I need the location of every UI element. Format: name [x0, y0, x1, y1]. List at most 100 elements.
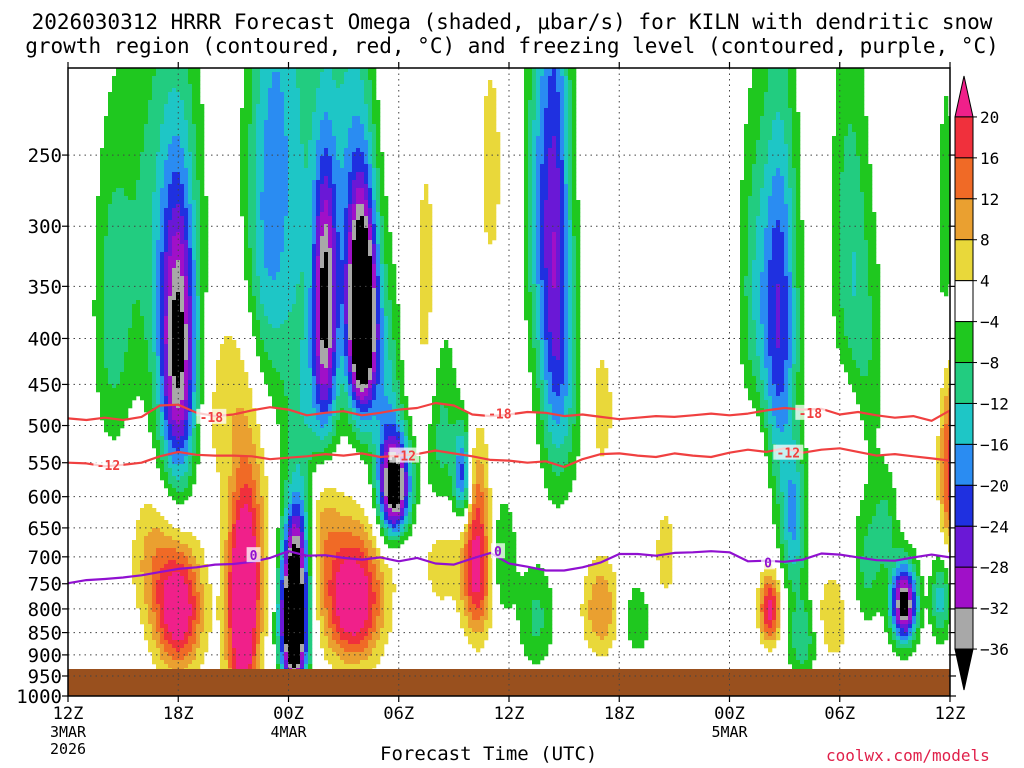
- omega-cell: [372, 252, 377, 257]
- omega-cell: [116, 192, 121, 197]
- omega-cell: [308, 112, 313, 117]
- omega-cell: [304, 192, 309, 197]
- omega-cell: [320, 228, 325, 233]
- omega-cell: [852, 184, 857, 189]
- omega-cell: [320, 100, 325, 105]
- omega-cell: [860, 240, 865, 245]
- omega-cell: [108, 168, 113, 173]
- omega-cell: [372, 160, 377, 165]
- omega-cell: [552, 144, 557, 149]
- omega-cell: [244, 196, 249, 201]
- omega-cell: [756, 204, 761, 209]
- omega-cell: [548, 76, 553, 81]
- omega-cell: [136, 184, 141, 189]
- omega-cell: [344, 184, 349, 189]
- omega-cell: [848, 236, 853, 241]
- omega-cell: [348, 160, 353, 165]
- omega-cell: [104, 184, 109, 189]
- omega-cell: [372, 88, 377, 93]
- omega-cell: [772, 220, 777, 225]
- omega-cell: [572, 160, 577, 165]
- omega-cell: [124, 68, 129, 73]
- omega-cell: [772, 144, 777, 149]
- omega-cell: [324, 148, 329, 153]
- omega-cell: [492, 172, 497, 177]
- omega-cell: [160, 76, 165, 81]
- omega-cell: [168, 240, 173, 245]
- omega-cell: [240, 192, 245, 197]
- omega-cell: [176, 228, 181, 233]
- omega-cell: [112, 148, 117, 153]
- omega-cell: [756, 248, 761, 253]
- omega-cell: [420, 220, 425, 225]
- omega-cell: [376, 216, 381, 221]
- omega-cell: [836, 76, 841, 81]
- omega-cell: [164, 212, 169, 217]
- omega-cell: [796, 192, 801, 197]
- omega-cell: [160, 72, 165, 77]
- omega-cell: [864, 212, 869, 217]
- omega-cell: [740, 180, 745, 185]
- omega-cell: [104, 232, 109, 237]
- omega-cell: [760, 156, 765, 161]
- omega-cell: [776, 152, 781, 157]
- omega-cell: [156, 196, 161, 201]
- omega-cell: [944, 100, 949, 105]
- omega-cell: [944, 204, 949, 209]
- omega-cell: [856, 96, 861, 101]
- omega-cell: [492, 140, 497, 145]
- omega-cell: [556, 176, 561, 181]
- omega-cell: [536, 92, 541, 97]
- omega-cell: [308, 160, 313, 165]
- omega-cell: [184, 208, 189, 213]
- omega-cell: [264, 76, 269, 81]
- omega-cell: [840, 228, 845, 233]
- omega-cell: [284, 108, 289, 113]
- omega-cell: [940, 216, 945, 221]
- omega-cell: [328, 172, 333, 177]
- omega-cell: [240, 188, 245, 193]
- omega-cell: [488, 84, 493, 89]
- omega-cell: [124, 240, 129, 245]
- omega-cell: [340, 184, 345, 189]
- omega-cell: [284, 248, 289, 253]
- omega-cell: [240, 172, 245, 177]
- omega-cell: [792, 176, 797, 181]
- omega-cell: [780, 196, 785, 201]
- omega-cell: [284, 148, 289, 153]
- omega-cell: [268, 228, 273, 233]
- omega-cell: [188, 152, 193, 157]
- omega-cell: [740, 200, 745, 205]
- omega-cell: [200, 224, 205, 229]
- omega-cell: [312, 80, 317, 85]
- omega-cell: [488, 224, 493, 229]
- omega-cell: [292, 180, 297, 185]
- omega-cell: [192, 168, 197, 173]
- omega-cell: [556, 148, 561, 153]
- omega-cell: [316, 72, 321, 77]
- omega-cell: [184, 124, 189, 129]
- omega-cell: [296, 172, 301, 177]
- omega-cell: [372, 168, 377, 173]
- omega-cell: [252, 116, 257, 121]
- omega-cell: [488, 124, 493, 129]
- omega-cell: [848, 164, 853, 169]
- omega-cell: [328, 84, 333, 89]
- omega-cell: [288, 116, 293, 121]
- omega-cell: [872, 216, 877, 221]
- omega-cell: [848, 76, 853, 81]
- omega-cell: [492, 232, 497, 237]
- omega-cell: [204, 208, 209, 213]
- omega-cell: [340, 112, 345, 117]
- omega-cell: [756, 176, 761, 181]
- omega-cell: [372, 96, 377, 101]
- omega-cell: [316, 192, 321, 197]
- omega-cell: [140, 188, 145, 193]
- omega-cell: [556, 132, 561, 137]
- omega-cell: [740, 240, 745, 245]
- omega-cell: [324, 164, 329, 169]
- omega-cell: [796, 160, 801, 165]
- omega-cell: [284, 124, 289, 129]
- omega-cell: [152, 224, 157, 229]
- omega-cell: [344, 68, 349, 73]
